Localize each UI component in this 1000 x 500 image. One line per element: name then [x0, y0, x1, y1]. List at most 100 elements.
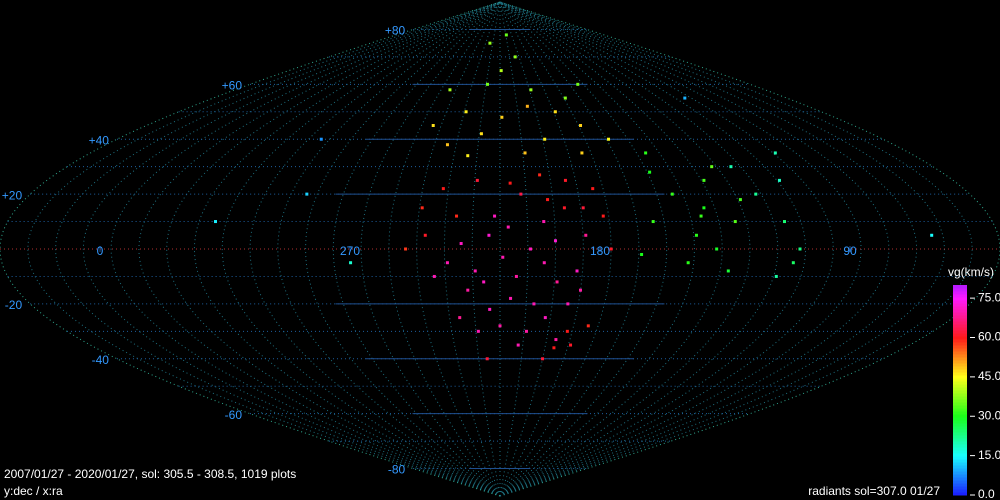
radiant-point: [504, 33, 508, 37]
radiant-point: [555, 280, 559, 284]
colorbar-segment: [953, 303, 967, 307]
radiant-point: [506, 225, 510, 229]
radiant-point: [305, 192, 309, 196]
x-tick-label: 90: [843, 244, 857, 258]
radiant-point: [584, 233, 588, 237]
radiant-point: [432, 274, 436, 278]
colorbar-segment: [953, 336, 967, 340]
colorbar-segment: [953, 300, 967, 304]
colorbar-segment: [953, 333, 967, 337]
colorbar-segment: [953, 330, 967, 334]
radiant-point: [543, 316, 547, 320]
radiant-point: [773, 151, 777, 155]
colorbar-segment: [953, 309, 967, 313]
colorbar-segment: [953, 414, 967, 418]
radiant-point: [523, 151, 527, 155]
y-tick-label: -20: [5, 298, 23, 312]
colorbar-segment: [953, 342, 967, 346]
colorbar-segment: [953, 348, 967, 352]
radiant-point: [670, 192, 674, 196]
radiant-point: [464, 110, 468, 114]
colorbar-segment: [953, 435, 967, 439]
radiant-point: [783, 220, 786, 224]
y-tick-label: +40: [89, 133, 110, 147]
radiant-point: [529, 247, 533, 251]
radiant-point: [710, 165, 714, 169]
radiant-point: [473, 269, 477, 273]
colorbar-segment: [953, 483, 967, 487]
colorbar-segment: [953, 486, 967, 490]
meridian: [193, 1, 501, 497]
radiant-point: [651, 220, 655, 224]
radiant-point: [578, 288, 582, 292]
colorbar-segment: [953, 411, 967, 415]
radiant-point: [445, 143, 449, 147]
colorbar-tick-label: 15.0: [978, 448, 1000, 462]
radiant-point: [513, 55, 517, 59]
colorbar-segment: [953, 354, 967, 358]
radiant-point: [609, 247, 613, 251]
colorbar-segment: [953, 474, 967, 478]
meridian: [499, 1, 695, 497]
radiant-point: [576, 82, 580, 86]
radiant-point: [524, 329, 528, 333]
radiant-point: [563, 96, 567, 100]
radiant-point: [553, 110, 557, 114]
colorbar-segment: [953, 480, 967, 484]
colorbar-segment: [953, 441, 967, 445]
radiant-point: [563, 178, 567, 182]
radiant-point: [738, 198, 742, 202]
radiant-point: [546, 198, 550, 202]
meridian: [305, 1, 501, 497]
radiant-point: [423, 233, 427, 237]
colorbar-segment: [953, 402, 967, 406]
colorbar-segment: [953, 423, 967, 427]
radiant-point: [404, 247, 408, 251]
meridian: [221, 1, 501, 497]
colorbar-segment: [953, 489, 967, 493]
radiant-point: [777, 178, 781, 182]
radiant-point: [479, 132, 483, 136]
radiant-point: [566, 302, 570, 306]
radiant-point: [569, 343, 573, 347]
meridian: [416, 1, 501, 497]
radiant-point: [509, 296, 513, 300]
radiant-point: [640, 252, 644, 256]
radiant-point: [579, 124, 583, 127]
radiant-point: [487, 233, 491, 237]
radiant-point: [529, 88, 533, 92]
radiant-point: [729, 165, 733, 169]
radiant-point: [459, 242, 463, 246]
colorbar-segment: [953, 312, 967, 316]
colorbar-segment: [953, 357, 967, 361]
radiant-point: [500, 115, 504, 119]
x-tick-label: 270: [340, 244, 360, 258]
radiant-point: [448, 88, 452, 92]
colorbar-segment: [953, 288, 967, 292]
radiant-point: [508, 181, 512, 185]
x-tick-label: 180: [590, 244, 610, 258]
colorbar-segment: [953, 438, 967, 442]
radiant-point: [726, 269, 730, 273]
radiant-point: [319, 137, 323, 141]
meridian: [499, 1, 529, 497]
colorbar-segment: [953, 426, 967, 430]
colorbar-segment: [953, 390, 967, 394]
radiant-point: [774, 274, 778, 278]
radiant-point: [213, 220, 217, 224]
radiant-point: [791, 261, 795, 265]
colorbar-segment: [953, 384, 967, 388]
meridian: [499, 1, 834, 497]
y-tick-label: -40: [92, 353, 110, 367]
radiant-point: [499, 69, 503, 73]
radiant-point: [715, 247, 719, 251]
radiant-point: [686, 261, 690, 265]
radiant-point: [699, 214, 703, 218]
radiant-point: [458, 316, 462, 320]
footer-axes: y:dec / x:ra: [4, 484, 63, 498]
radiant-point: [485, 357, 489, 361]
radiant-point: [445, 261, 449, 265]
radiant-point: [542, 220, 546, 224]
colorbar-segment: [953, 321, 967, 325]
